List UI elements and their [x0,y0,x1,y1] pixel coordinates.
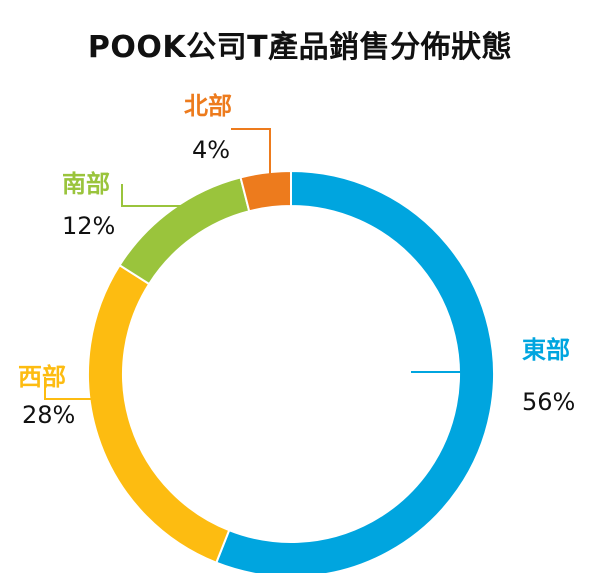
slice-3 [118,176,251,286]
slice-2 [87,263,231,565]
slice-value-4: 4% [192,136,230,164]
leader-line-2 [44,377,110,400]
slice-value-3: 12% [62,212,115,240]
slices-layer [87,169,495,573]
leader-line-3 [121,184,184,207]
slice-label-4: 北部 [184,92,232,120]
chart-title: POOK公司T產品銷售分佈狀態 [87,30,513,65]
slice-label-3: 南部 [62,170,110,198]
slice-label-2: 西部 [18,363,66,391]
slice-value-1: 56% [522,388,575,416]
slice-label-1: 東部 [522,336,570,364]
leader-line-1 [411,346,483,373]
leader-lines [44,128,483,400]
slice-4 [239,169,292,213]
slice-labels: 東部 56% 西部 28% 南部 12% 北部 4% [18,92,575,429]
leader-line-4 [231,128,271,190]
slice-value-2: 28% [22,401,75,429]
slice-1 [214,169,495,573]
